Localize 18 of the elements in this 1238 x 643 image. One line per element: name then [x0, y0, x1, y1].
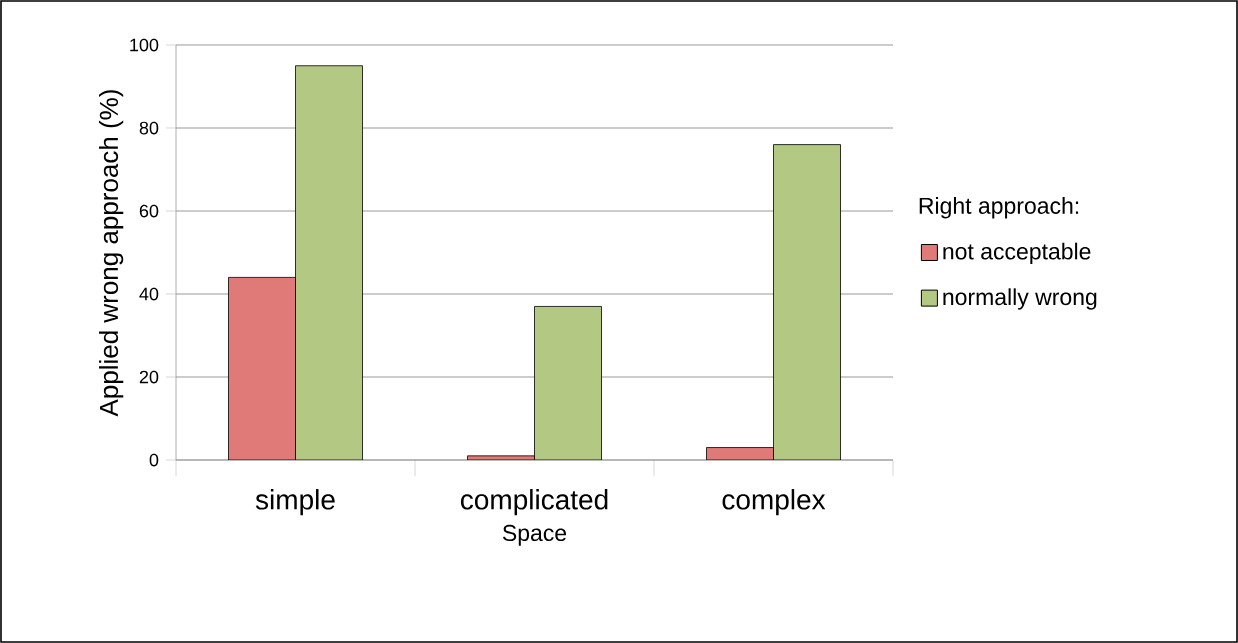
bar — [295, 65, 363, 460]
y-tick-label: 40 — [139, 287, 159, 301]
y-tick-label: 60 — [139, 204, 159, 218]
legend-label: normally wrong — [943, 288, 1097, 310]
y-axis-title: Applied wrong approach (%) — [99, 90, 124, 417]
x-tick-label: simple — [255, 489, 335, 516]
y-tick-label: 80 — [139, 121, 159, 135]
legend-title: Right approach: — [919, 197, 1079, 219]
y-tick-label: 100 — [130, 38, 159, 52]
bar — [534, 306, 602, 460]
y-tick-label: 20 — [139, 370, 159, 384]
x-tick-label: complex — [722, 489, 826, 516]
bar — [773, 144, 841, 460]
x-tick-label: complicated — [460, 489, 608, 516]
x-axis-title: Space — [502, 524, 567, 546]
bar — [228, 277, 296, 460]
legend-label: not acceptable — [943, 242, 1091, 265]
y-tick-label: 0 — [149, 453, 159, 467]
